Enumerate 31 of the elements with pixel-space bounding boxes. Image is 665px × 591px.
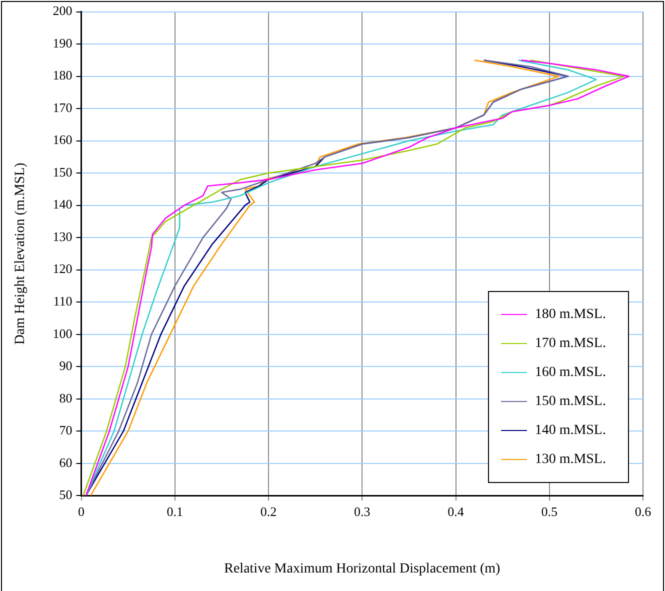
y-tick-label: 90 xyxy=(59,358,72,374)
y-tick-label: 60 xyxy=(59,454,72,470)
legend-label: 130 m.MSL. xyxy=(534,452,606,468)
x-tick-label: 0.1 xyxy=(166,504,184,519)
legend-label: 140 m.MSL. xyxy=(534,422,606,438)
y-tick-label: 80 xyxy=(59,390,72,406)
y-tick-label: 160 xyxy=(52,132,72,148)
y-tick-label: 70 xyxy=(59,422,72,438)
x-tick-label: 0.3 xyxy=(354,504,370,519)
y-tick-label: 190 xyxy=(52,35,72,50)
legend-label: 150 m.MSL. xyxy=(534,394,606,410)
x-tick-label: 0.6 xyxy=(634,504,652,519)
y-tick-label: 180 xyxy=(52,68,72,83)
y-axis-title: Dam Height Elevation (m.MSL) xyxy=(13,162,28,345)
y-tick-label: 120 xyxy=(52,261,72,276)
x-tick-label: 0.2 xyxy=(260,504,277,519)
y-tick-label: 130 xyxy=(52,228,72,244)
y-tick-label: 50 xyxy=(59,487,72,502)
x-axis-title: Relative Maximum Horizontal Displacement (m) xyxy=(224,561,500,576)
y-tick-label: 140 xyxy=(52,196,72,212)
legend-label: 180 m.MSL. xyxy=(534,306,606,322)
legend-label: 160 m.MSL. xyxy=(534,364,606,380)
x-tick-label: 0.5 xyxy=(541,504,558,519)
y-tick-label: 150 xyxy=(52,164,72,180)
x-tick-label: 0.4 xyxy=(448,504,464,519)
y-tick-label: 100 xyxy=(52,326,72,341)
y-tick-label: 110 xyxy=(53,294,72,308)
y-tick-label: 170 xyxy=(52,100,72,115)
legend-label: 170 m.MSL. xyxy=(534,336,606,352)
y-tick-label: 200 xyxy=(52,3,72,18)
x-tick-label: 0 xyxy=(78,504,85,519)
